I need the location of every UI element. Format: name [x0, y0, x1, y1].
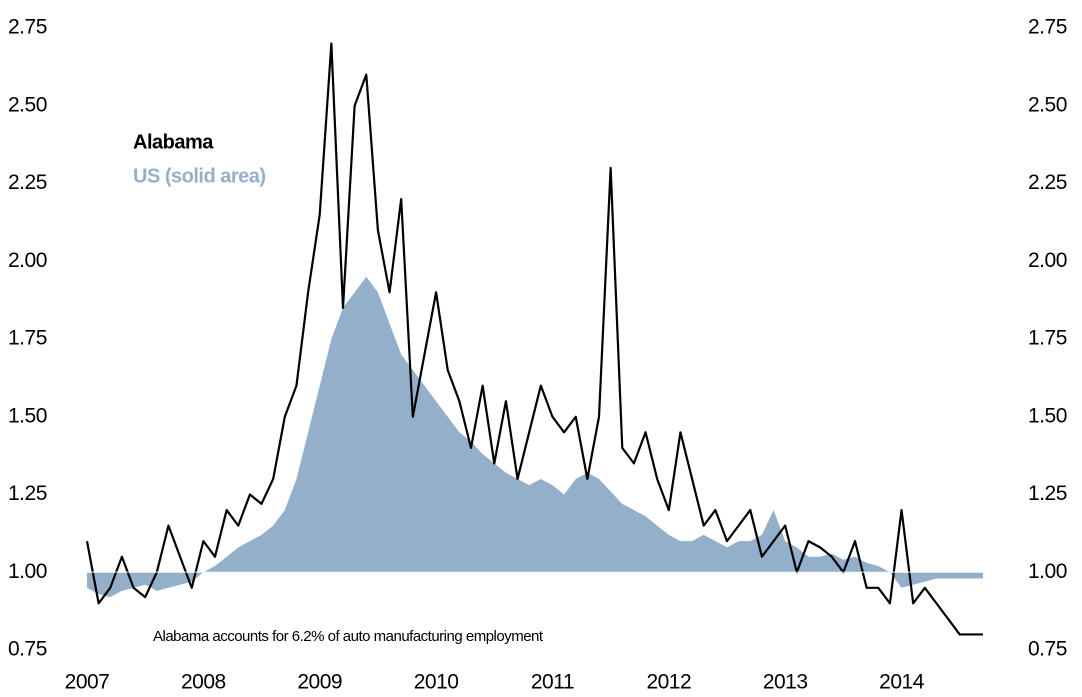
alabama-line — [85, 42, 983, 636]
y-tick-label: 2.25 — [8, 171, 47, 194]
y-tick-label: 2.75 — [8, 16, 47, 39]
x-tick-label: 2010 — [414, 671, 459, 694]
y2-tick-label: 1.00 — [1028, 560, 1067, 583]
y2-tick-label: 2.75 — [1028, 16, 1067, 39]
x-tick-label: 2014 — [879, 671, 925, 694]
y2-tick-label: 2.50 — [1028, 93, 1067, 116]
y2-tick-label: 1.50 — [1028, 404, 1067, 427]
us-area — [87, 276, 983, 598]
x-tick-label: 2012 — [646, 671, 691, 694]
annotation: Alabama accounts for 6.2% of auto manufa… — [153, 628, 544, 645]
x-tick-label: 2011 — [531, 671, 574, 694]
y-tick-label: 2.00 — [8, 249, 47, 272]
x-tick-label: 2007 — [65, 671, 110, 694]
y-tick-label: 1.00 — [8, 560, 47, 583]
y-tick-label: 0.75 — [8, 638, 47, 661]
y2-tick-label: 1.75 — [1028, 327, 1067, 350]
y-tick-label: 1.75 — [8, 327, 47, 350]
x-tick-label: 2009 — [297, 671, 342, 694]
x-tick-label: 2013 — [763, 671, 808, 694]
y-tick-label: 1.50 — [8, 404, 47, 427]
y2-tick-label: 0.75 — [1028, 638, 1067, 661]
y-tick-label: 1.25 — [8, 482, 47, 505]
x-tick-label: 2008 — [181, 671, 226, 694]
y2-tick-label: 2.25 — [1028, 171, 1067, 194]
legend-label: US (solid area) — [133, 165, 266, 187]
y2-tick-label: 1.25 — [1028, 482, 1067, 505]
y2-tick-label: 2.00 — [1028, 249, 1067, 272]
legend-label: Alabama — [133, 131, 214, 153]
y-tick-label: 2.50 — [8, 93, 47, 116]
